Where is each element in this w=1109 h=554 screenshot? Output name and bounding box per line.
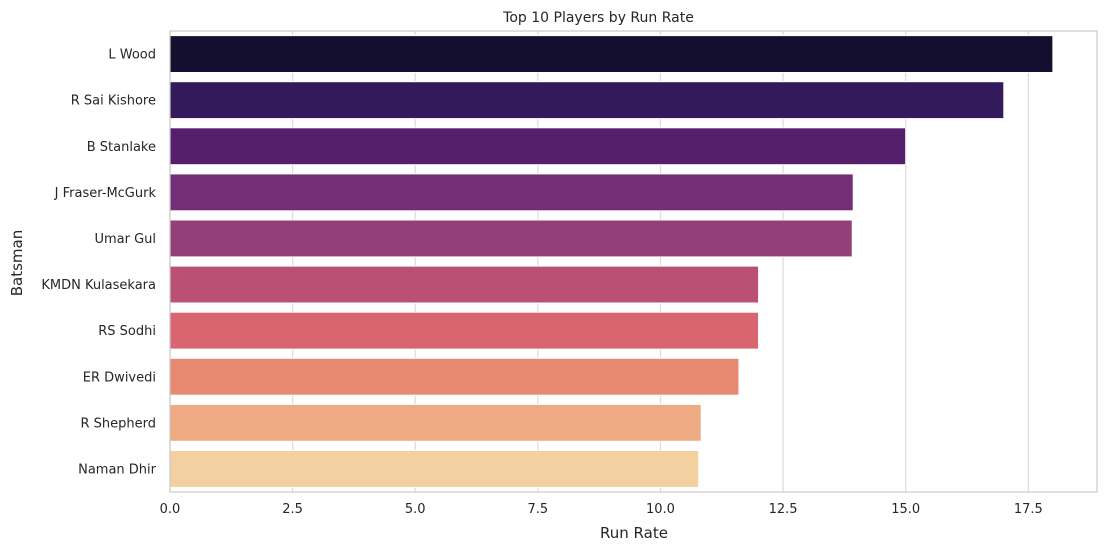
y-tick-label: RS Sodhi bbox=[98, 324, 156, 339]
bar bbox=[169, 81, 1005, 120]
y-axis-ticks: L Wood R Sai Kishore B Stanlake J Fraser-Mc… bbox=[41, 48, 156, 478]
bar bbox=[169, 311, 760, 350]
y-tick-label: B Stanlake bbox=[87, 140, 156, 155]
bars bbox=[169, 35, 1054, 488]
y-tick-label: L Wood bbox=[108, 48, 156, 63]
y-tick-label: KMDN Kulasekara bbox=[41, 278, 156, 293]
bar bbox=[169, 127, 907, 166]
x-tick-label: 12.5 bbox=[769, 502, 798, 517]
chart-title: Top 10 Players by Run Rate bbox=[502, 10, 694, 26]
x-tick-label: 0.0 bbox=[160, 502, 181, 517]
bar bbox=[169, 173, 854, 212]
plot-frame bbox=[169, 30, 1098, 493]
y-tick-label: Naman Dhir bbox=[78, 462, 157, 477]
bar bbox=[169, 357, 740, 396]
x-tick-label: 5.0 bbox=[405, 502, 426, 517]
bar bbox=[169, 450, 700, 488]
bar bbox=[169, 265, 760, 304]
x-tick-label: 10.0 bbox=[646, 502, 675, 517]
x-tick-label: 15.0 bbox=[891, 502, 920, 517]
x-tick-label: 2.5 bbox=[282, 502, 303, 517]
bar bbox=[169, 35, 1054, 73]
y-tick-label: R Sai Kishore bbox=[71, 94, 156, 109]
y-tick-label: J Fraser-McGurk bbox=[54, 186, 157, 201]
y-tick-label: R Shepherd bbox=[80, 416, 156, 431]
y-axis-label: Batsman bbox=[8, 230, 26, 297]
y-tick-label: ER Dwivedi bbox=[83, 370, 156, 385]
x-tick-label: 17.5 bbox=[1014, 502, 1043, 517]
y-tick-label: Umar Gul bbox=[94, 232, 156, 247]
x-axis-ticks: 0.0 2.5 5.0 7.5 10.0 12.5 15.0 17.5 bbox=[160, 502, 1043, 517]
bar bbox=[169, 403, 702, 442]
bar bbox=[169, 219, 853, 258]
x-tick-label: 7.5 bbox=[528, 502, 549, 517]
x-axis-label: Run Rate bbox=[600, 524, 668, 542]
